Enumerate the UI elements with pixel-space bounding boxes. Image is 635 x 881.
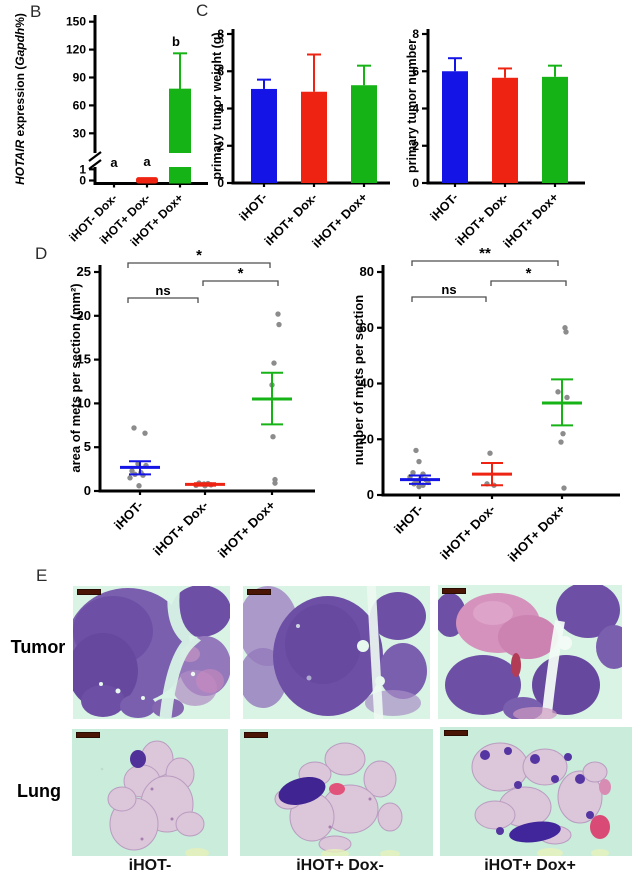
- scale-bar: [444, 730, 468, 736]
- svg-text:1: 1: [79, 162, 86, 176]
- svg-text:iHOT-: iHOT-: [391, 502, 426, 537]
- svg-text:20: 20: [77, 308, 91, 323]
- svg-text:8: 8: [217, 27, 224, 41]
- scale-bar: [77, 589, 101, 595]
- scale-bar: [442, 588, 466, 594]
- svg-text:6: 6: [217, 64, 224, 78]
- svg-text:0: 0: [217, 176, 224, 190]
- svg-text:*: *: [238, 265, 244, 282]
- lung-image-2: [240, 729, 433, 856]
- svg-text:HOTAIR expression (Gapdh%): HOTAIR expression (Gapdh%): [13, 13, 27, 185]
- svg-text:0: 0: [367, 487, 374, 502]
- svg-text:60: 60: [360, 320, 374, 335]
- histology-tumor-ihot-minus: [73, 586, 230, 719]
- svg-text:0: 0: [84, 483, 91, 498]
- col-label-ihot-minus: iHOT-: [128, 857, 172, 874]
- svg-text:iHOT+ Dox-: iHOT+ Dox-: [437, 502, 498, 563]
- svg-text:2: 2: [217, 139, 224, 153]
- svg-text:80: 80: [360, 264, 374, 279]
- col-label-ihot-plus-dox-plus: iHOT+ Dox+: [484, 857, 576, 874]
- svg-text:primary tumor number: primary tumor number: [405, 39, 419, 173]
- svg-text:iHOT+ Dox-: iHOT+ Dox-: [150, 498, 211, 559]
- svg-text:2: 2: [412, 139, 419, 153]
- svg-text:40: 40: [360, 376, 374, 391]
- svg-text:iHOT+ Dox+: iHOT+ Dox+: [505, 501, 569, 565]
- svg-text:b: b: [172, 34, 180, 49]
- svg-text:*: *: [196, 247, 202, 264]
- svg-text:number of mets per section: number of mets per section: [351, 295, 366, 466]
- svg-text:4: 4: [217, 102, 224, 116]
- svg-text:15: 15: [77, 352, 91, 367]
- svg-text:iHOT-: iHOT-: [428, 190, 461, 223]
- row-label-lung: Lung: [17, 781, 61, 801]
- svg-text:5: 5: [84, 439, 91, 454]
- panel-label-c: C: [196, 1, 209, 20]
- row-label-tumor: Tumor: [10, 637, 66, 657]
- svg-text:a: a: [110, 155, 118, 170]
- panel-label-b: B: [30, 2, 42, 21]
- svg-text:iHOT+ Dox+: iHOT+ Dox+: [215, 497, 279, 561]
- svg-text:60: 60: [73, 98, 87, 112]
- svg-text:0: 0: [412, 176, 419, 190]
- svg-text:iHOT-: iHOT-: [237, 190, 270, 223]
- svg-text:a: a: [143, 154, 151, 169]
- svg-text:30: 30: [73, 126, 87, 140]
- svg-text:iHOT-: iHOT-: [111, 498, 146, 533]
- tumor-image-2: [243, 586, 430, 719]
- histology-lung-ihot-minus: [72, 729, 228, 856]
- histology-lung-ihot-plus-dox-plus: [440, 727, 632, 856]
- histology-lung-ihot-plus-dox-minus: [240, 729, 433, 856]
- svg-text:primary tumor weight (g): primary tumor weight (g): [210, 32, 224, 179]
- svg-text:4: 4: [412, 102, 419, 116]
- svg-text:area of mets per section (mm²): area of mets per section (mm²): [68, 283, 83, 472]
- tumor-image-3: [438, 585, 622, 719]
- svg-text:*: *: [526, 265, 532, 282]
- col-label-ihot-plus-dox-minus: iHOT+ Dox-: [296, 857, 384, 874]
- svg-text:6: 6: [412, 64, 419, 78]
- scale-bar: [244, 732, 268, 738]
- lung-image-1: [72, 729, 228, 856]
- tumor-image-1: [73, 586, 230, 719]
- scale-bar: [247, 589, 271, 595]
- svg-text:0: 0: [79, 174, 86, 188]
- lung-image-3: [440, 727, 632, 856]
- svg-text:150: 150: [66, 15, 86, 29]
- svg-text:20: 20: [360, 431, 374, 446]
- panel-label-d: D: [35, 244, 48, 263]
- svg-text:90: 90: [73, 71, 87, 85]
- histology-tumor-ihot-plus-dox-plus: [438, 585, 622, 719]
- scale-bar: [76, 732, 100, 738]
- svg-text:**: **: [479, 245, 491, 262]
- panel-label-e: E: [36, 566, 48, 585]
- svg-text:8: 8: [412, 27, 419, 41]
- svg-text:25: 25: [77, 264, 91, 279]
- svg-text:ns: ns: [441, 282, 456, 297]
- histology-tumor-ihot-plus-dox-minus: [243, 586, 430, 719]
- svg-text:ns: ns: [155, 283, 170, 298]
- svg-text:120: 120: [66, 43, 86, 57]
- svg-text:10: 10: [77, 395, 91, 410]
